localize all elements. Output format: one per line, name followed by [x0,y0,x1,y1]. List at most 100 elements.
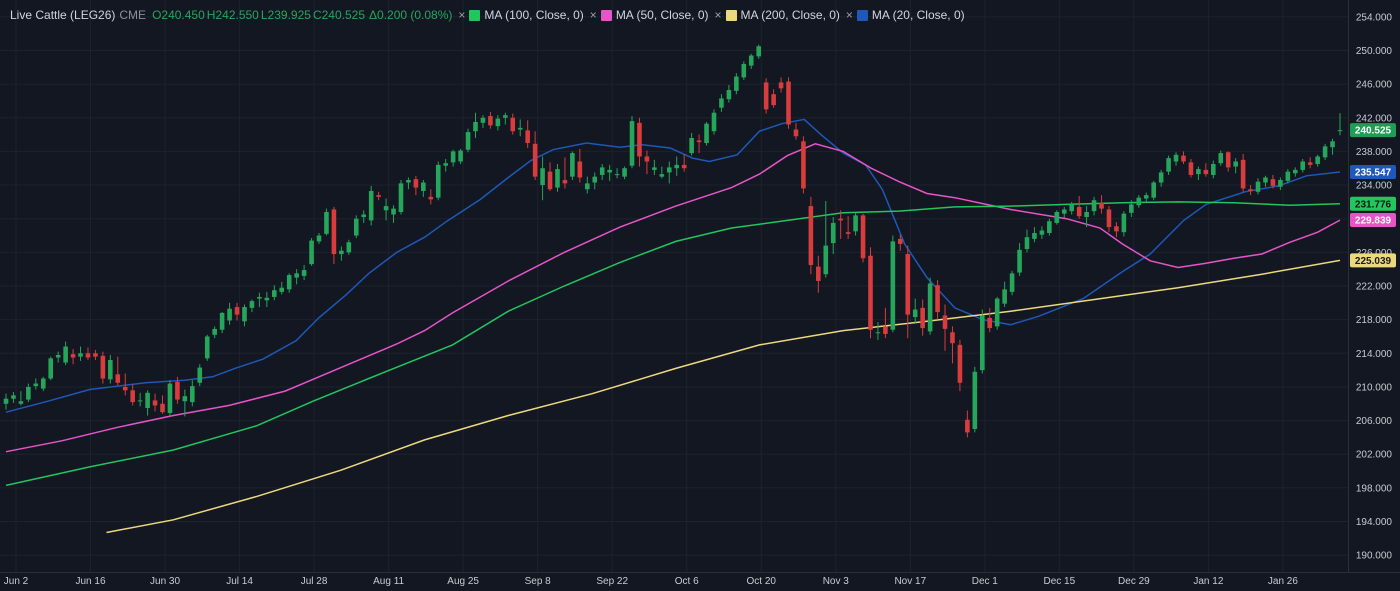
candle-body [622,168,627,177]
price-tag-text: 229.839 [1355,216,1392,227]
x-tick-label: Jul 14 [226,576,253,587]
candle-body [741,63,747,78]
ma-line-200 [106,259,1341,534]
candle-body [652,167,657,170]
candle-body [3,398,9,404]
close-value: 240.525 [321,8,365,22]
candle-body [599,167,605,175]
candle-body [1322,146,1328,158]
candle-body [122,386,128,391]
candle-body [63,346,68,363]
candle-body [353,218,359,236]
candle-body [480,117,486,123]
candle-body [1151,182,1156,198]
price-axis[interactable]: 254.000 250.000 246.000 242.000 238.000 234.0… [1356,12,1393,561]
candle-body [1099,202,1104,209]
candle-body [473,121,478,132]
remove-study-ma100-icon[interactable]: × [458,8,466,22]
candle-body [1188,162,1194,175]
low-label: L [260,8,268,22]
y-tick-label: 214.000 [1356,349,1393,360]
candle-body [78,353,83,357]
candle-body [763,82,769,110]
candle-body [1039,230,1045,235]
x-tick-label: Nov 3 [823,576,850,587]
candle-body [875,332,881,334]
candle-body [1084,211,1089,218]
candle-body [912,309,918,318]
candle-body [257,296,262,299]
ma200-swatch [725,9,737,21]
candle-body [547,171,553,190]
candle-body [584,183,590,190]
candle-body [70,354,76,358]
study-ma100-label[interactable]: MA (100, Close, 0) [484,8,584,22]
candle-body [644,156,650,162]
candle-body [227,308,232,321]
x-tick-label: Oct 6 [675,576,699,587]
candle-body [450,151,456,163]
candle-body [778,82,784,89]
y-tick-label: 218.000 [1356,315,1393,326]
y-tick-label: 206.000 [1356,416,1393,427]
candle-body [1173,154,1179,162]
candle-body [689,137,694,154]
candle-body [1069,204,1075,212]
high-value: 242.550 [215,8,259,22]
candle-body [532,143,538,177]
candle-body [868,255,873,330]
exchange-label: CME [119,8,147,22]
chart-legend: Live Cattle (LEG26) CME O 240.450 H 242.55… [10,8,965,22]
candle-body [465,132,471,150]
candle-body [510,117,516,132]
candle-body [55,354,61,358]
candle-body [674,164,680,169]
remove-study-ma50-icon[interactable]: × [589,8,597,22]
study-ma20-label[interactable]: MA (20, Close, 0) [871,8,965,22]
candle-body [883,326,888,334]
y-tick-label: 238.000 [1356,147,1393,158]
price-tag-text: 235.547 [1355,168,1392,179]
candle-body [376,195,381,197]
candle-body [793,129,799,137]
candle-body [182,396,188,402]
candle-body [756,46,762,57]
x-tick-label: Dec 29 [1118,576,1150,587]
open-label: O [152,8,162,22]
study-ma50-label[interactable]: MA (50, Close, 0) [615,8,709,22]
candle-body [1255,181,1261,192]
candle-body [100,355,106,379]
candle-body [1121,213,1127,233]
candle-body [935,285,940,313]
candle-body [219,312,225,330]
candle-body [577,161,583,178]
price-axis-labels: 240.525 235.547 231.776 229.839 225.039 [1350,123,1396,268]
candle-body [271,290,277,297]
candle-body [435,164,441,198]
symbol-name[interactable]: Live Cattle (LEG26) [10,8,116,22]
x-tick-label: Sep 8 [525,576,552,587]
y-tick-label: 202.000 [1356,450,1393,461]
candle-body [443,163,448,166]
y-tick-label: 242.000 [1356,113,1393,124]
candle-body [1203,169,1209,175]
candle-body [1337,130,1343,132]
remove-study-ma200-icon[interactable]: × [714,8,722,22]
x-tick-label: Jan 26 [1268,576,1298,587]
candle-body [920,307,925,329]
x-tick-label: Jun 2 [4,576,29,587]
remove-study-ma20-icon[interactable]: × [845,8,853,22]
time-axis[interactable]: Jun 2 Jun 16 Jun 30 Jul 14 Jul 28 Aug 11 Aug 2… [4,576,1299,587]
candle-body [1114,226,1119,232]
candle-body [987,317,993,329]
candle-body [1196,169,1201,175]
candle-body [309,240,314,265]
study-ma200-label[interactable]: MA (200, Close, 0) [740,8,840,22]
candle-body [346,242,352,253]
candle-body [85,353,91,358]
candle-body [458,150,463,162]
candle-body [607,169,612,173]
candle-body [1106,209,1112,228]
